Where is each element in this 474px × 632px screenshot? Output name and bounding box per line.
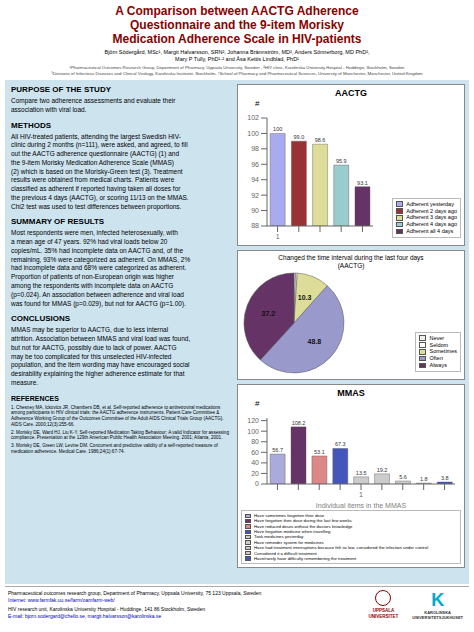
html-text:Sometimes: Sometimes <box>429 348 457 355</box>
svg-text:94: 94 <box>251 176 259 183</box>
svg-text:120: 120 <box>247 417 259 424</box>
svg-text:88: 88 <box>251 222 259 229</box>
svg-text:80: 80 <box>251 438 259 445</box>
svg-text:1: 1 <box>276 233 280 240</box>
html-text:Adherent 4 days ago: Adherent 4 days ago <box>406 221 457 228</box>
svg-text:96: 96 <box>251 161 259 168</box>
html-text:A Comparison between AACTG Adh: A Comparison between AACTG Adherence Que… <box>112 4 362 46</box>
html-text:Adherent all 4 days: Adherent all 4 days <box>406 228 454 235</box>
svg-text:1.8: 1.8 <box>420 476 428 482</box>
html-text:³Divisions of Infectious Disea: ³Divisions of Infectious Diseases and Cl… <box>51 70 423 76</box>
html-text:Internet: www.farmfak.uu.se/fa: Internet: www.farmfak.uu.se/farm/oamfarm… <box>8 596 115 603</box>
html-text:PURPOSE OF THE STUDY: PURPOSE OF THE STUDY <box>11 85 111 94</box>
html-text:Have had treatment interruptio: Have had treatment interruptions because… <box>254 545 429 551</box>
svg-text:98: 98 <box>251 145 259 152</box>
html-text:MMAS: MMAS <box>337 388 365 398</box>
html-text:Seldom: Seldom <box>429 341 449 348</box>
svg-text:93.1: 93.1 <box>357 180 368 186</box>
html-text:All HIV-treated patients, atte: All HIV-treated patients, attending the … <box>11 132 189 210</box>
svg-text:Individual items in the MMAS: Individual items in the MMAS <box>316 502 407 508</box>
svg-text:90: 90 <box>251 207 259 214</box>
html-text:Never: Never <box>429 334 445 341</box>
html-text:Often: Often <box>429 355 443 362</box>
svg-text:48.8: 48.8 <box>308 338 322 345</box>
html-text:AACTG: AACTG <box>335 88 367 98</box>
html-text:E-mail: bjorn.sodergard@chello: E-mail: bjorn.sodergard@chello.se, margi… <box>8 612 162 619</box>
html-text:1. Chesney MA, Ickovics JR, Ch: 1. Chesney MA, Ickovics JR, Chambers DB,… <box>11 404 224 427</box>
html-text:UPPSALA UNIVERSITET: UPPSALA UNIVERSITET <box>368 608 399 619</box>
html-text:Adherent yesterday: Adherent yesterday <box>406 200 454 207</box>
html-text:KAROLINSKA UNIVERSITETSJUKHUSE: KAROLINSKA UNIVERSITETSJUKHUSET <box>412 610 463 620</box>
svg-text:10.3: 10.3 <box>298 294 312 301</box>
html-text:METHODS: METHODS <box>11 120 51 130</box>
html-text:2. Morisky DE, Ward HJ, Liu K-: 2. Morisky DE, Ward HJ, Liu K-Y. Self-re… <box>11 429 229 441</box>
svg-text:100: 100 <box>273 126 282 132</box>
svg-text:20: 20 <box>251 470 259 477</box>
html-text:Adherent 2 days ago: Adherent 2 days ago <box>406 207 457 214</box>
svg-text:100: 100 <box>247 428 259 435</box>
html-text:Have/rarely have difficulty re: Have/rarely have difficulty remembering … <box>254 555 357 561</box>
html-text:MMAS may be superior to AACTG,: MMAS may be superior to AACTG, due to le… <box>11 326 191 386</box>
html-text:Most respondents were men, inf: Most respondents were men, infected hete… <box>11 229 191 307</box>
html-text:REFERENCES: REFERENCES <box>11 394 59 402</box>
html-text:Have reminder system for medic: Have reminder system for medicines <box>254 539 324 545</box>
svg-text:1: 1 <box>359 491 363 498</box>
svg-text:37.2: 37.2 <box>262 310 276 317</box>
svg-text:5.6: 5.6 <box>399 474 407 480</box>
html-text:Have reduced doses without the: Have reduced doses without the doctors k… <box>254 523 353 529</box>
svg-text:67.3: 67.3 <box>335 441 346 447</box>
html-text:Took medicines yesterday: Took medicines yesterday <box>254 534 304 540</box>
svg-text:0: 0 <box>255 480 259 487</box>
svg-text:92: 92 <box>251 192 259 199</box>
svg-text:40: 40 <box>251 459 259 466</box>
html-text:Changed the time interval duri: Changed the time interval during the las… <box>278 254 424 269</box>
html-text:Mary P Tully, PhD¹·² and Åsa K: Mary P Tully, PhD¹·² and Åsa Kettis Lind… <box>175 56 299 62</box>
html-text:Have sometimes forgotten their: Have sometimes forgotten their dose <box>254 513 325 518</box>
svg-text:95.9: 95.9 <box>336 158 347 164</box>
svg-text:60: 60 <box>251 449 259 456</box>
html-text:Compare two adherence assessme: Compare two adherence assessments and ev… <box>11 97 176 113</box>
html-text:Björn Södergård, MSc¹, Margit: Björn Södergård, MSc¹, Margit Halvarsson… <box>104 49 370 55</box>
html-text:Have forgotten their dose duri: Have forgotten their dose during the las… <box>254 518 352 524</box>
svg-text:102: 102 <box>247 114 259 121</box>
html-text:Adherent 3 days ago: Adherent 3 days ago <box>406 214 457 221</box>
html-text:Pharmaceutical outcomes resear: Pharmaceutical outcomes research group, … <box>8 590 262 596</box>
html-text:CONCLUSIONS: CONCLUSIONS <box>11 314 71 324</box>
html-text:K: K <box>431 590 445 610</box>
svg-text:3.8: 3.8 <box>441 475 449 481</box>
svg-text:99.0: 99.0 <box>294 134 305 140</box>
html-text:SUMMARY OF RESULTS: SUMMARY OF RESULTS <box>11 217 105 227</box>
html-text:Have forgotten medicine when t: Have forgotten medicine when travelling <box>254 529 331 535</box>
html-text:HIV research unit, Karolinska: HIV research unit, Karolinska University… <box>8 606 205 612</box>
html-text:¹Pharmaceutical Outcomes Resea: ¹Pharmaceutical Outcomes Research Group,… <box>69 65 405 70</box>
html-text:Always: Always <box>429 362 447 369</box>
svg-text:53.1: 53.1 <box>314 449 325 455</box>
svg-text:108.2: 108.2 <box>292 420 306 426</box>
svg-text:56.7: 56.7 <box>272 447 283 453</box>
svg-text:98.6: 98.6 <box>315 137 326 143</box>
html-text:Considered it a difficult trea: Considered it a difficult treatment <box>254 550 317 556</box>
svg-text:13.5: 13.5 <box>356 470 367 476</box>
html-text:3. Morisky DE, Green LW, Levin: 3. Morisky DE, Green LW, Levine DM. Conc… <box>11 443 218 454</box>
svg-text:100: 100 <box>247 130 259 137</box>
svg-text:19.2: 19.2 <box>377 467 388 473</box>
